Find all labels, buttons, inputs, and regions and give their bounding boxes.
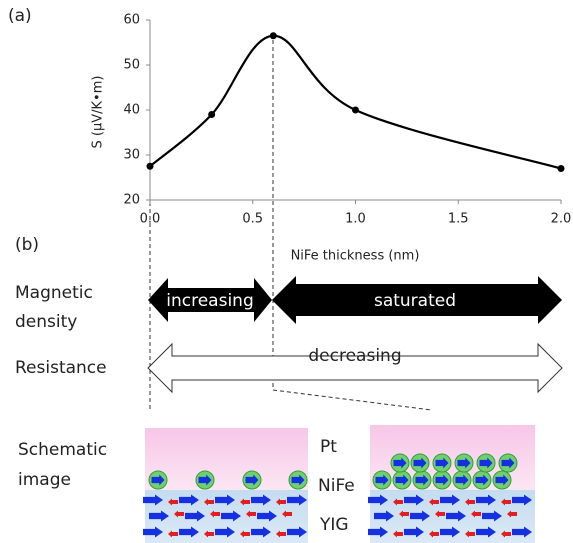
row-label: Schematic [18, 440, 107, 460]
figure: (a) NiFe thickness (nm) S (μV/K•m) (b) M… [0, 0, 573, 543]
data-point [352, 107, 359, 114]
row-label: image [18, 470, 71, 490]
data-point [558, 165, 565, 172]
data-point [270, 32, 277, 39]
arrow-label: increasing [166, 291, 253, 311]
panel-label: (b) [15, 235, 39, 255]
y-tick-label: 30 [123, 148, 140, 163]
row-label: density [15, 312, 77, 332]
layer-label: YIG [319, 515, 349, 535]
x-tick-label: 0.0 [140, 212, 161, 227]
panel-label: (a) [8, 6, 32, 26]
layer-label: Pt [320, 437, 337, 457]
data-line [150, 36, 561, 169]
y-tick-label: 60 [123, 13, 140, 28]
x-tick-label: 0.5 [242, 212, 263, 227]
x-tick-label: 2.0 [551, 212, 572, 227]
x-tick-label: 1.5 [448, 212, 469, 227]
y-tick-label: 50 [123, 58, 140, 73]
x-axis-label: NiFe thickness (nm) [291, 249, 420, 264]
row-label: Resistance [15, 358, 107, 378]
y-axis-label: S (μV/K•m) [91, 76, 106, 149]
data-point [147, 163, 154, 170]
row-label: Magnetic [15, 283, 93, 303]
layer-label: NiFe [318, 476, 355, 496]
arrow-label: saturated [374, 291, 456, 311]
y-tick-label: 20 [123, 193, 140, 208]
x-tick-label: 1.0 [345, 212, 366, 227]
y-tick-label: 40 [123, 103, 140, 118]
data-point [208, 111, 215, 118]
pt-layer [145, 428, 308, 490]
arrow-label: decreasing [308, 346, 401, 366]
